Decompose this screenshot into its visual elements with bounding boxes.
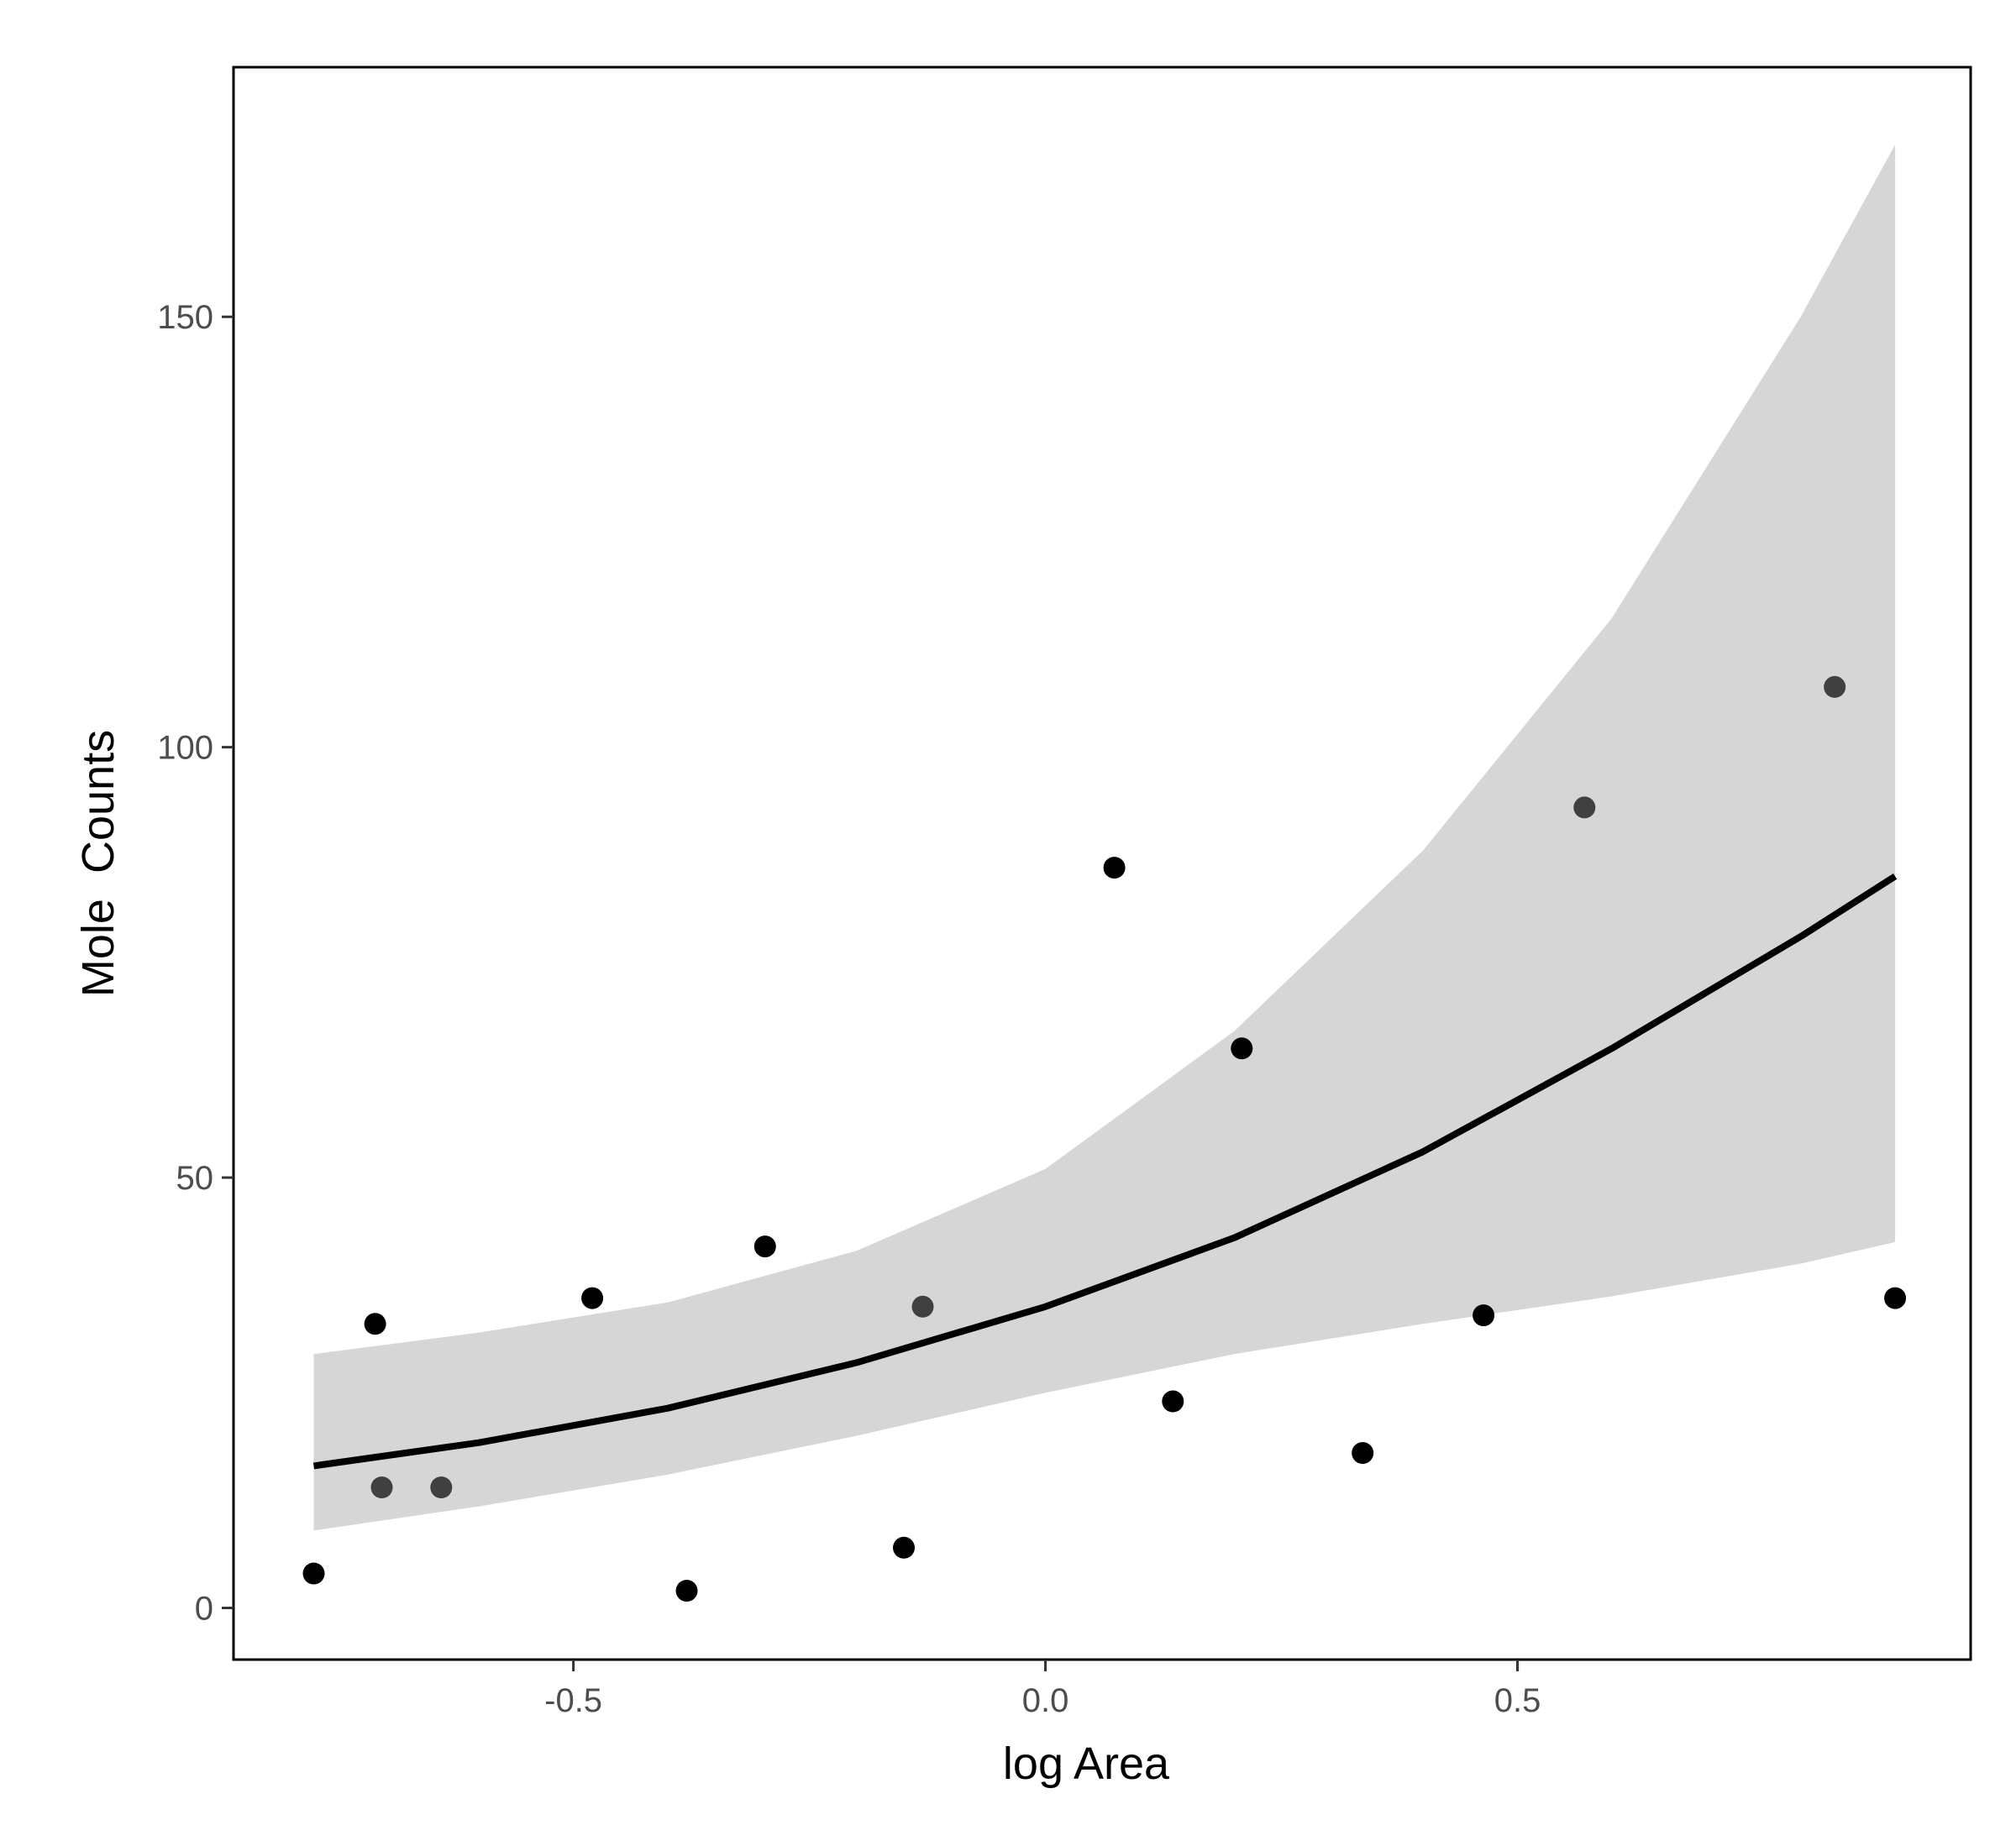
data-point <box>675 1580 698 1602</box>
data-point <box>302 1562 325 1585</box>
y-tick-label: 50 <box>176 1160 214 1197</box>
data-point <box>1824 675 1846 698</box>
data-point <box>753 1235 776 1258</box>
data-point <box>430 1476 453 1498</box>
x-tick-label: -0.5 <box>544 1682 602 1719</box>
data-points <box>302 675 1907 1602</box>
data-point <box>1884 1287 1907 1309</box>
data-point <box>1231 1037 1253 1060</box>
x-tick-label: 0.0 <box>1022 1682 1069 1719</box>
data-point <box>1103 857 1126 879</box>
data-point <box>1573 796 1596 819</box>
data-point <box>1352 1442 1374 1464</box>
data-point <box>1162 1390 1184 1413</box>
y-tick-label: 0 <box>195 1591 213 1628</box>
plot-frame <box>232 66 1972 1661</box>
confidence-band-area <box>313 144 1896 1531</box>
fit-curve <box>312 873 1898 1470</box>
x-axis-ticks: -0.5 0.0 0.5 <box>544 1660 1541 1719</box>
y-tick-label: 100 <box>157 730 213 767</box>
data-point <box>893 1536 915 1559</box>
data-point <box>911 1295 934 1318</box>
data-point <box>581 1287 604 1309</box>
y-tick-label: 150 <box>157 299 213 336</box>
data-point <box>370 1476 393 1498</box>
data-point <box>364 1313 386 1335</box>
data-point <box>1473 1304 1495 1327</box>
y-axis-ticks: 0 50 100 150 <box>157 299 234 1628</box>
fit-curve-line <box>312 873 1898 1470</box>
x-tick-label: 0.5 <box>1494 1682 1541 1719</box>
x-axis-title: log Area <box>1003 1739 1170 1789</box>
y-axis-title: Mole Counts <box>73 730 123 997</box>
confidence-band <box>313 144 1896 1531</box>
plot-border <box>232 66 1972 1661</box>
